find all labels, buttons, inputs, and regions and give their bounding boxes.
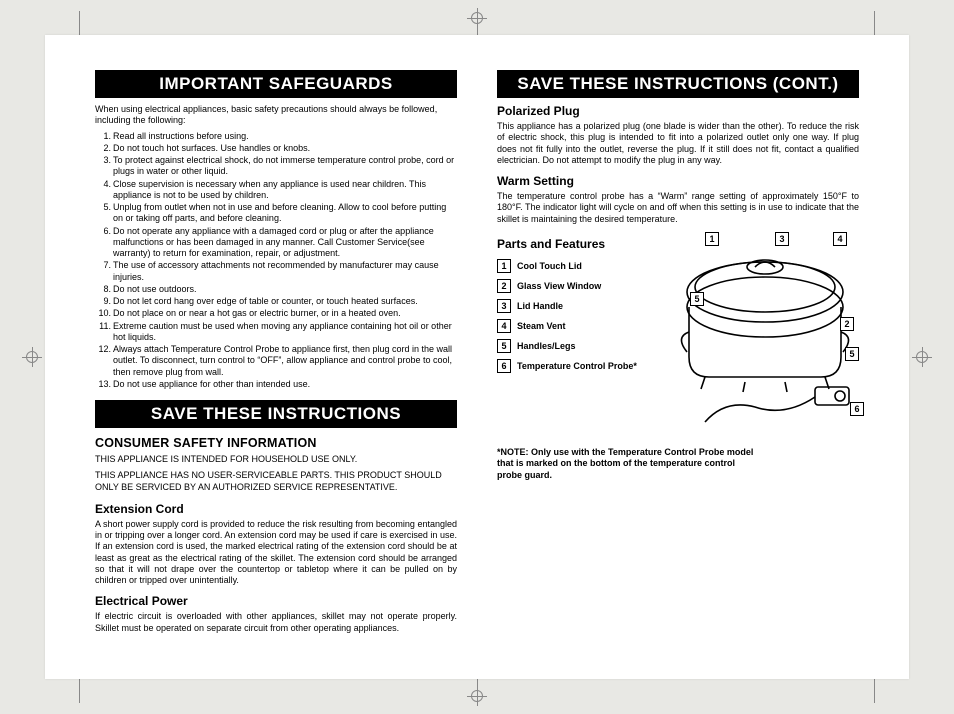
parts-item-label: Cool Touch Lid bbox=[517, 261, 582, 271]
parts-list: 1 Cool Touch Lid 2 Glass View Window 3 Lid Ha… bbox=[497, 259, 657, 373]
safeguard-item: Close supervision is necessary when any … bbox=[95, 179, 457, 202]
parts-item: 2 Glass View Window bbox=[497, 279, 657, 293]
diagram-callout: 4 bbox=[833, 232, 847, 246]
parts-item-label: Handles/Legs bbox=[517, 341, 576, 351]
parts-item-label: Temperature Control Probe* bbox=[517, 361, 637, 371]
diagram-callout: 2 bbox=[840, 317, 854, 331]
safeguards-list: Read all instructions before using.Do no… bbox=[95, 131, 457, 391]
parts-item: 6 Temperature Control Probe* bbox=[497, 359, 657, 373]
extension-cord-head: Extension Cord bbox=[95, 502, 457, 516]
diagram-callout: 1 bbox=[705, 232, 719, 246]
diagram-callout: 6 bbox=[850, 402, 864, 416]
safeguard-item: To protect against electrical shock, do … bbox=[95, 155, 457, 178]
parts-item-label: Steam Vent bbox=[517, 321, 566, 331]
safeguard-item: The use of accessory attachments not rec… bbox=[95, 260, 457, 283]
parts-item-number: 1 bbox=[497, 259, 511, 273]
parts-item: 1 Cool Touch Lid bbox=[497, 259, 657, 273]
safeguard-item: Do not place on or near a hot gas or ele… bbox=[95, 308, 457, 319]
safeguard-item: Read all instructions before using. bbox=[95, 131, 457, 142]
right-column: SAVE THESE INSTRUCTIONS (CONT.) Polarize… bbox=[497, 70, 859, 644]
parts-item-number: 4 bbox=[497, 319, 511, 333]
parts-item: 4 Steam Vent bbox=[497, 319, 657, 333]
diagram-callout: 3 bbox=[775, 232, 789, 246]
parts-legend: Parts and Features 1 Cool Touch Lid 2 Glass… bbox=[497, 237, 657, 437]
warm-setting-body: The temperature control probe has a “War… bbox=[497, 191, 859, 225]
parts-and-features-section: Parts and Features 1 Cool Touch Lid 2 Glass… bbox=[497, 237, 859, 437]
banner-important-safeguards: IMPORTANT SAFEGUARDS bbox=[95, 70, 457, 98]
safeguards-intro: When using electrical appliances, basic … bbox=[95, 104, 457, 127]
parts-item-number: 3 bbox=[497, 299, 511, 313]
safeguard-item: Always attach Temperature Control Probe … bbox=[95, 344, 457, 378]
diagram-callout: 5 bbox=[845, 347, 859, 361]
parts-item-number: 5 bbox=[497, 339, 511, 353]
extension-cord-body: A short power supply cord is provided to… bbox=[95, 519, 457, 587]
skillet-diagram: 1345256 bbox=[665, 237, 859, 437]
parts-item: 3 Lid Handle bbox=[497, 299, 657, 313]
safeguard-item: Do not use outdoors. bbox=[95, 284, 457, 295]
parts-title: Parts and Features bbox=[497, 237, 657, 251]
banner-save-instructions: SAVE THESE INSTRUCTIONS bbox=[95, 400, 457, 428]
banner-save-instructions-cont: SAVE THESE INSTRUCTIONS (CONT.) bbox=[497, 70, 859, 98]
electrical-power-body: If electric circuit is overloaded with o… bbox=[95, 611, 457, 634]
polarized-plug-head: Polarized Plug bbox=[497, 104, 859, 118]
electrical-power-head: Electrical Power bbox=[95, 594, 457, 608]
parts-item-label: Glass View Window bbox=[517, 281, 601, 291]
parts-item-label: Lid Handle bbox=[517, 301, 563, 311]
safeguard-item: Do not operate any appliance with a dama… bbox=[95, 226, 457, 260]
safeguard-item: Do not let cord hang over edge of table … bbox=[95, 296, 457, 307]
left-column: IMPORTANT SAFEGUARDS When using electric… bbox=[95, 70, 457, 644]
manual-page: IMPORTANT SAFEGUARDS When using electric… bbox=[45, 35, 909, 679]
consumer-safety-head: CONSUMER SAFETY INFORMATION bbox=[95, 436, 457, 450]
consumer-line-1: THIS APPLIANCE IS INTENDED FOR HOUSEHOLD… bbox=[95, 453, 457, 466]
safeguard-item: Do not use appliance for other than inte… bbox=[95, 379, 457, 390]
parts-item-number: 6 bbox=[497, 359, 511, 373]
content-area: IMPORTANT SAFEGUARDS When using electric… bbox=[95, 70, 859, 644]
safeguard-item: Extreme caution must be used when moving… bbox=[95, 321, 457, 344]
safeguard-item: Unplug from outlet when not in use and b… bbox=[95, 202, 457, 225]
probe-note: *NOTE: Only use with the Temperature Con… bbox=[497, 447, 757, 482]
diagram-callout: 5 bbox=[690, 292, 704, 306]
parts-item: 5 Handles/Legs bbox=[497, 339, 657, 353]
parts-item-number: 2 bbox=[497, 279, 511, 293]
polarized-plug-body: This appliance has a polarized plug (one… bbox=[497, 121, 859, 166]
safeguard-item: Do not touch hot surfaces. Use handles o… bbox=[95, 143, 457, 154]
consumer-line-2: THIS APPLIANCE HAS NO USER-SERVICEABLE P… bbox=[95, 469, 457, 494]
warm-setting-head: Warm Setting bbox=[497, 174, 859, 188]
